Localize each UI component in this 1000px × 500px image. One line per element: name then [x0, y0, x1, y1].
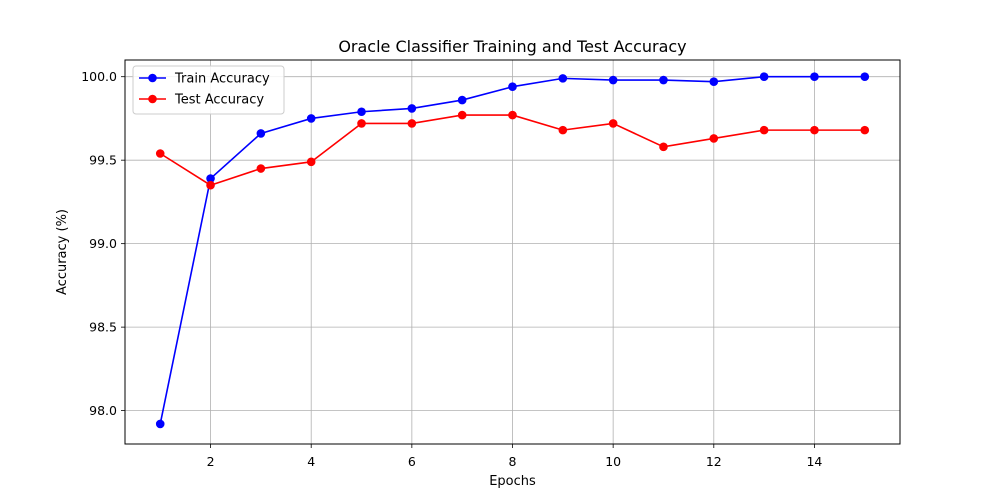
data-point-test-accuracy [508, 110, 517, 120]
series-test-accuracy [155, 110, 870, 190]
legend-label: Train Accuracy [174, 72, 270, 87]
y-axis-ticks: 98.0 98.5 99.0 99.5 100.0 [81, 69, 125, 418]
data-point-test-accuracy [155, 149, 165, 158]
data-point-train-accuracy [508, 82, 517, 92]
x-tick-label: 14 [806, 454, 822, 469]
data-point-train-accuracy [608, 75, 618, 85]
data-point-train-accuracy [155, 419, 165, 429]
data-point-train-accuracy [407, 104, 417, 113]
data-point-train-accuracy [457, 95, 467, 105]
legend-swatch-marker [148, 73, 157, 83]
legend-box [132, 65, 285, 115]
y-tick-label: 100.0 [81, 69, 117, 84]
data-point-train-accuracy [357, 107, 366, 117]
data-point-train-accuracy [759, 72, 769, 81]
series-layer [155, 72, 870, 429]
data-point-train-accuracy [206, 174, 215, 183]
data-point-train-accuracy [659, 75, 668, 85]
chart-title: Oracle Classifier Training and Test Accu… [338, 37, 686, 56]
x-tick-label: 8 [509, 454, 517, 469]
series-train-accuracy [155, 72, 870, 429]
data-point-test-accuracy [810, 125, 819, 135]
data-point-test-accuracy [256, 164, 266, 173]
data-point-train-accuracy [709, 77, 719, 87]
legend-label: Test Accuracy [174, 93, 264, 108]
x-tick-label: 4 [307, 454, 315, 469]
y-tick-label: 98.0 [89, 403, 117, 418]
data-point-train-accuracy [810, 72, 819, 81]
data-point-test-accuracy [608, 119, 618, 128]
data-point-test-accuracy [206, 180, 215, 190]
legend-swatch-marker [148, 94, 157, 104]
y-tick-label: 98.5 [89, 320, 117, 335]
data-point-test-accuracy [457, 110, 467, 120]
x-tick-label: 2 [207, 454, 215, 469]
data-point-train-accuracy [860, 72, 870, 81]
data-point-test-accuracy [659, 142, 668, 152]
y-tick-label: 99.0 [89, 236, 117, 251]
data-point-test-accuracy [558, 125, 568, 135]
data-point-train-accuracy [558, 74, 568, 83]
data-point-test-accuracy [709, 134, 719, 143]
data-point-test-accuracy [407, 119, 417, 128]
x-tick-label: 10 [605, 454, 621, 469]
data-point-test-accuracy [306, 157, 316, 167]
legend-item-test-accuracy: Test Accuracy [139, 93, 264, 108]
x-tick-label: 12 [706, 454, 722, 469]
legend-item-train-accuracy: Train Accuracy [139, 72, 270, 87]
y-tick-label: 99.5 [89, 153, 117, 168]
data-point-train-accuracy [306, 114, 316, 123]
x-axis-label: Epochs [489, 474, 536, 489]
data-point-test-accuracy [860, 125, 870, 135]
data-point-test-accuracy [357, 119, 366, 128]
x-axis-ticks: 2 4 6 8 10 12 14 [207, 444, 822, 469]
data-point-test-accuracy [759, 125, 769, 135]
data-point-train-accuracy [256, 129, 266, 138]
legend: Train Accuracy Test Accuracy [132, 65, 285, 115]
y-axis-label: Accuracy (%) [55, 209, 70, 295]
x-tick-label: 6 [408, 454, 416, 469]
